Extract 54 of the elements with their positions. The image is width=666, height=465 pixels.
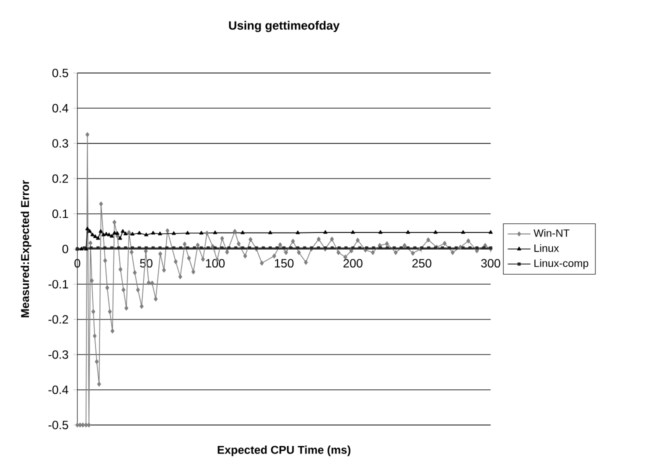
point xyxy=(120,229,125,233)
point xyxy=(434,230,438,234)
x-tick-label: 150 xyxy=(274,259,294,268)
point xyxy=(268,230,272,234)
y-tick-label: 0.2 xyxy=(52,174,68,183)
point xyxy=(96,236,100,240)
y-tick-label: -0.5 xyxy=(48,420,68,430)
point xyxy=(124,232,128,236)
point xyxy=(199,230,204,234)
point xyxy=(350,230,355,234)
legend-label: Linux-comp xyxy=(534,259,588,270)
y-tick-label: -0.3 xyxy=(48,350,68,359)
point xyxy=(144,232,148,236)
point xyxy=(115,231,120,235)
point xyxy=(488,230,493,234)
point xyxy=(85,226,90,230)
y-tick-label: -0.1 xyxy=(48,280,68,288)
point xyxy=(88,229,92,233)
point xyxy=(90,232,95,236)
x-tick-label: 200 xyxy=(343,259,362,268)
point xyxy=(79,246,84,250)
point xyxy=(240,230,245,234)
point xyxy=(151,230,156,234)
point xyxy=(130,232,134,236)
y-tick-label: 0.1 xyxy=(52,210,68,218)
point xyxy=(461,230,466,234)
point xyxy=(93,234,98,238)
point xyxy=(172,231,176,235)
y-tick-label: -0.2 xyxy=(48,315,68,324)
x-tick-label: 300 xyxy=(481,259,500,268)
point xyxy=(110,234,114,238)
y-axis-title: Measured:Expected Error xyxy=(20,180,32,318)
point xyxy=(137,230,142,234)
chart-title: Using gettimeofday xyxy=(229,20,340,32)
legend-label: Linux xyxy=(534,244,559,252)
y-tick-label: 0.3 xyxy=(52,139,68,148)
point xyxy=(98,229,103,233)
point xyxy=(118,236,122,240)
y-tick-label: 0.5 xyxy=(52,68,68,78)
point xyxy=(107,232,112,236)
x-axis-title: Expected CPU Time (ms) xyxy=(218,446,350,456)
point xyxy=(406,230,410,234)
y-tick-label: -0.4 xyxy=(48,386,68,394)
point xyxy=(104,232,108,236)
y-tick-label: 0 xyxy=(62,244,68,254)
y-tick-label: 0.4 xyxy=(52,104,68,112)
point xyxy=(158,232,162,236)
x-tick-label: 250 xyxy=(412,259,432,268)
point xyxy=(323,230,328,234)
legend-label: Win-NT xyxy=(534,229,570,237)
point xyxy=(378,230,382,234)
point xyxy=(186,230,190,234)
point xyxy=(213,230,218,234)
point xyxy=(296,230,300,234)
